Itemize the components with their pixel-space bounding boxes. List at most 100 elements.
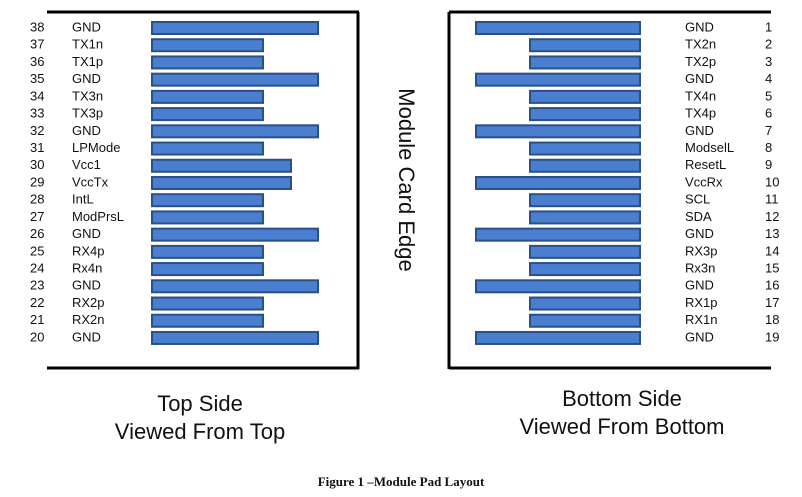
pin-number: 21 — [30, 312, 44, 327]
pad — [529, 296, 641, 311]
pin-number: 3 — [765, 54, 772, 69]
pad — [151, 72, 319, 87]
pin-label: IntL — [72, 192, 94, 207]
pin-label: ModPrsL — [72, 209, 124, 224]
pad — [529, 141, 641, 156]
pin-number: 28 — [30, 192, 44, 207]
pin-number: 22 — [30, 295, 44, 310]
pin-label: Vcc1 — [72, 157, 101, 172]
pin-number: 4 — [765, 71, 772, 86]
pad — [529, 313, 641, 328]
pin-label: RX3p — [685, 243, 718, 258]
pad — [475, 330, 641, 345]
pin-label: RX1p — [685, 295, 718, 310]
pin-label: RX2p — [72, 295, 105, 310]
pin-label: LPMode — [72, 140, 120, 155]
pin-number: 7 — [765, 123, 772, 138]
pin-label: GND — [685, 123, 714, 138]
pin-number: 9 — [765, 157, 772, 172]
pad — [151, 330, 319, 345]
pin-number: 5 — [765, 88, 772, 103]
pin-label: GND — [685, 19, 714, 34]
pin-label: GND — [72, 71, 101, 86]
pin-number: 29 — [30, 174, 44, 189]
side-caption: Bottom Side — [562, 386, 682, 411]
outline — [47, 10, 771, 370]
pin-number: 26 — [30, 226, 44, 241]
pin-number: 33 — [30, 106, 44, 121]
pin-number: 13 — [765, 226, 779, 241]
pin-number: 25 — [30, 243, 44, 258]
pin-label: VccTx — [72, 174, 109, 189]
pin-number: 18 — [765, 312, 779, 327]
pin-number: 37 — [30, 37, 44, 52]
pad — [151, 55, 264, 70]
pin-label: GND — [72, 329, 101, 344]
pad — [475, 124, 641, 139]
pin-number: 31 — [30, 140, 44, 155]
pin-label: GND — [72, 123, 101, 138]
pin-label: ResetL — [685, 157, 726, 172]
pad — [529, 210, 641, 225]
pin-number: 35 — [30, 71, 44, 86]
pad — [151, 158, 292, 173]
pin-number: 17 — [765, 295, 779, 310]
pin-label: TX4n — [685, 88, 716, 103]
pad — [151, 244, 264, 259]
pin-label: GND — [72, 278, 101, 293]
pad — [151, 193, 264, 208]
pad — [475, 227, 641, 242]
side-caption: Viewed From Bottom — [519, 414, 724, 439]
pad — [151, 21, 319, 35]
pin-number: 10 — [765, 174, 779, 189]
pad — [475, 175, 641, 190]
pin-label: SCL — [685, 192, 710, 207]
pad — [529, 262, 641, 277]
pin-label: GND — [685, 71, 714, 86]
pad — [151, 227, 319, 242]
pin-number: 14 — [765, 243, 779, 258]
pin-label: TX3n — [72, 88, 103, 103]
pad — [529, 193, 641, 208]
pin-number: 23 — [30, 278, 44, 293]
pad — [475, 72, 641, 87]
pin-label: TX4p — [685, 106, 716, 121]
pin-label: TX1p — [72, 54, 103, 69]
pin-label: TX3p — [72, 106, 103, 121]
pad — [529, 244, 641, 259]
pin-number: 32 — [30, 123, 44, 138]
pin-label: TX1n — [72, 37, 103, 52]
pad — [475, 279, 641, 294]
pin-number: 15 — [765, 261, 779, 276]
pin-number: 20 — [30, 329, 44, 344]
pin-label: GND — [685, 329, 714, 344]
pin-label: TX2p — [685, 54, 716, 69]
pin-number: 6 — [765, 106, 772, 121]
pin-number: 36 — [30, 54, 44, 69]
pad — [151, 313, 264, 328]
pin-number: 16 — [765, 278, 779, 293]
pad — [529, 158, 641, 173]
pad — [475, 21, 641, 35]
pad — [151, 124, 319, 139]
pin-number: 12 — [765, 209, 779, 224]
pin-label: GND — [685, 226, 714, 241]
pin-label: GND — [72, 226, 101, 241]
pin-label: RX2n — [72, 312, 105, 327]
pin-label: GND — [72, 19, 101, 34]
pin-label: Rx3n — [685, 261, 715, 276]
pad — [529, 107, 641, 122]
pin-number: 24 — [30, 261, 44, 276]
pad — [151, 296, 264, 311]
pad — [151, 107, 264, 122]
pad — [151, 141, 264, 156]
pin-number: 38 — [30, 19, 44, 34]
pad — [151, 89, 264, 104]
pad — [151, 38, 264, 53]
pin-label: TX2n — [685, 37, 716, 52]
edge-label: Module Card Edge — [394, 88, 419, 271]
pin-label: Rx4n — [72, 261, 102, 276]
pin-label: VccRx — [685, 174, 723, 189]
pad — [529, 38, 641, 53]
